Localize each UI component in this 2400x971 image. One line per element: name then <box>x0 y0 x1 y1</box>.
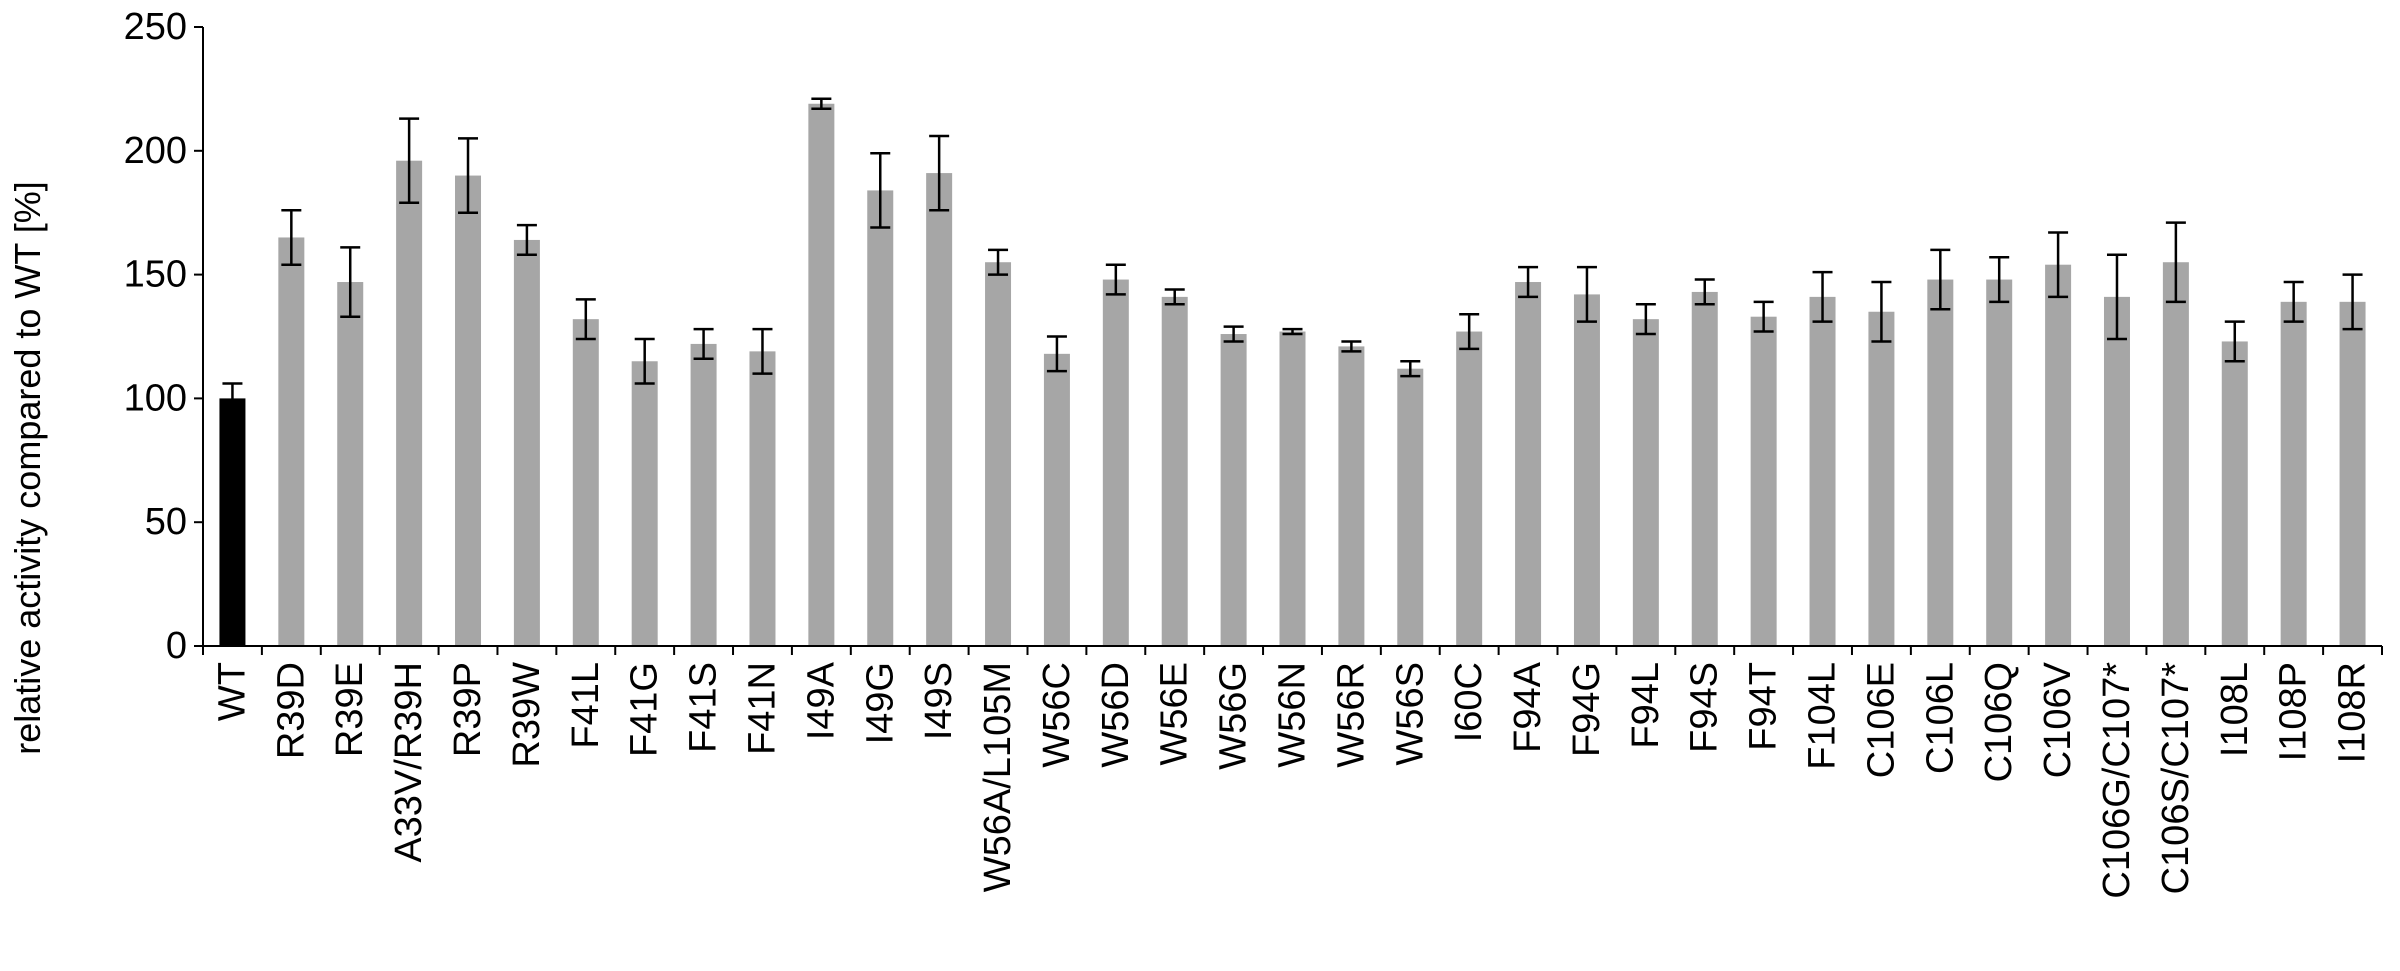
x-tick-label-18: W56G <box>1213 662 1255 770</box>
y-tick-label-100: 100 <box>124 377 187 419</box>
bar-31 <box>1986 279 2013 646</box>
x-tick-label-24: F94G <box>1566 662 1608 757</box>
x-tick-label-22: I60C <box>1448 662 1490 742</box>
bar-35 <box>2221 341 2248 646</box>
bar-20 <box>1338 346 1365 646</box>
bar-10 <box>749 351 776 646</box>
x-tick-label-10: F41N <box>741 662 783 755</box>
x-tick-label-15: W56C <box>1036 662 1078 768</box>
x-tick-label-14: W56A/L105M <box>977 662 1019 892</box>
x-tick-label-34: C106S/C107* <box>2155 662 2197 895</box>
y-tick-label-150: 150 <box>124 254 187 296</box>
bar-9 <box>690 343 717 646</box>
bar-15 <box>1043 353 1070 646</box>
bar-23 <box>1515 282 1542 646</box>
x-tick-label-2: R39D <box>270 662 312 759</box>
x-tick-label-21: W56S <box>1389 662 1431 765</box>
x-tick-label-35: I108L <box>2214 662 2256 757</box>
bar-37 <box>2339 301 2366 646</box>
bar-32 <box>2045 264 2072 646</box>
x-tick-label-11: I49A <box>800 661 842 740</box>
x-tick-label-1: WT <box>211 662 253 721</box>
bar-4 <box>396 160 423 647</box>
bar-19 <box>1279 331 1306 646</box>
x-tick-label-13: I49S <box>918 662 960 740</box>
x-tick-label-37: I108R <box>2332 662 2374 763</box>
x-tick-label-16: W56D <box>1095 662 1137 768</box>
bar-29 <box>1868 311 1895 646</box>
y-tick-label-250: 250 <box>124 6 187 48</box>
bar-25 <box>1632 319 1659 646</box>
bar-14 <box>985 262 1012 646</box>
bar-16 <box>1102 279 1129 646</box>
x-tick-label-32: C106V <box>2037 661 2079 778</box>
bar-5 <box>455 175 482 646</box>
bar-17 <box>1161 296 1188 646</box>
y-ticks-group: 0 50 100 150 200 250 <box>124 6 203 667</box>
bar-6 <box>513 239 540 646</box>
bar-26 <box>1691 291 1718 646</box>
x-tick-label-23: F94A <box>1507 661 1549 752</box>
x-tick-label-8: F41G <box>624 662 666 757</box>
error-bars-group <box>222 97 2363 415</box>
x-tick-label-3: R39E <box>329 662 371 757</box>
bar-11 <box>808 103 835 647</box>
x-tick-label-17: W56E <box>1154 662 1196 765</box>
x-tick-label-25: F94L <box>1625 662 1667 749</box>
bars-group <box>219 103 2366 647</box>
x-tick-label-36: I108P <box>2273 662 2315 761</box>
x-tick-label-27: F94T <box>1743 662 1785 751</box>
x-labels-group: WT R39D R39E A33V/R39H R39P R39W F41L F41G F41S F… <box>211 661 2373 898</box>
y-tick-label-50: 50 <box>145 501 187 543</box>
bar-8 <box>631 361 658 646</box>
x-tick-label-9: F41S <box>683 662 725 753</box>
bar-2 <box>278 237 305 646</box>
bar-3 <box>337 282 364 646</box>
x-tick-label-30: C106L <box>1919 662 1961 774</box>
bar-34 <box>2162 262 2189 646</box>
bar-36 <box>2280 301 2307 646</box>
x-tick-label-31: C106Q <box>1978 662 2020 782</box>
x-tick-label-4: A33V/R39H <box>388 662 430 863</box>
axes-group <box>202 27 2383 655</box>
bar-21 <box>1397 368 1424 646</box>
x-tick-label-33: C106G/C107* <box>2096 662 2138 899</box>
y-axis-label-group: relative activity compared to WT [%] <box>7 181 48 755</box>
bar-22 <box>1456 331 1483 646</box>
x-tick-label-7: F41L <box>565 662 607 749</box>
bar-18 <box>1220 334 1247 646</box>
bar-1 <box>219 398 246 646</box>
y-tick-label-0: 0 <box>166 625 187 667</box>
bar-30 <box>1927 279 1954 646</box>
bar-12 <box>867 190 894 646</box>
bar-7 <box>572 319 599 646</box>
bar-28 <box>1809 296 1836 646</box>
x-tick-label-28: F104L <box>1802 662 1844 770</box>
x-tick-label-12: I49G <box>859 662 901 744</box>
bar-24 <box>1573 294 1600 646</box>
x-tick-label-19: W56N <box>1272 662 1314 768</box>
x-tick-label-6: R39W <box>506 662 548 768</box>
x-tick-label-29: C106E <box>1860 662 1902 778</box>
bar-33 <box>2103 296 2130 646</box>
bar-13 <box>926 173 953 647</box>
y-axis-label: relative activity compared to WT [%] <box>7 181 48 755</box>
x-tick-label-20: W56R <box>1330 662 1372 768</box>
y-tick-label-200: 200 <box>124 130 187 172</box>
bar-27 <box>1750 316 1777 646</box>
x-tick-label-26: F94S <box>1684 662 1726 753</box>
x-tick-label-5: R39P <box>447 662 489 757</box>
